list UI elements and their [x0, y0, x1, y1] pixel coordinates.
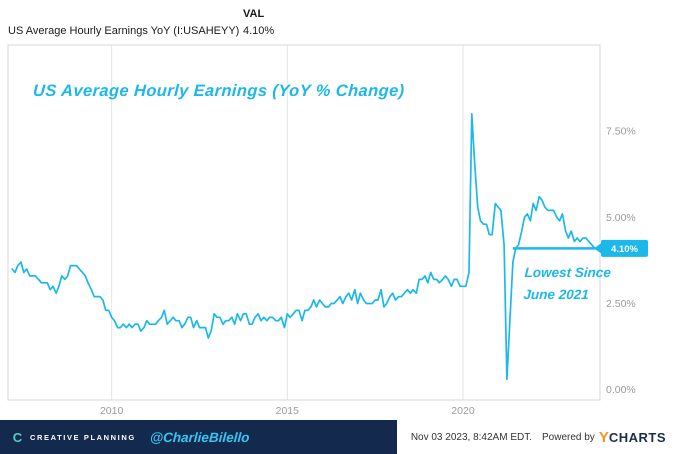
series-label: US Average Hourly Earnings YoY (I:USAHEY… — [8, 25, 240, 37]
lowest-since-annotation: Lowest Since June 2021 — [523, 262, 635, 306]
val-current-value: 4.10% — [243, 25, 275, 37]
value-badge — [601, 239, 648, 257]
footer-brand-bar: C CREATIVE PLANNING @CharlieBilello — [0, 420, 397, 454]
footer-attribution: Nov 03 2023, 8:42AM EDT. Powered by Y CH… — [397, 420, 680, 454]
creative-planning-logo-icon: C — [12, 429, 23, 445]
badge-pointer — [594, 243, 601, 254]
annotation-line-2: June 2021 — [523, 287, 590, 302]
value-badge-label: 4.10% — [611, 244, 638, 255]
twitter-handle[interactable]: @CharlieBilello — [149, 429, 250, 445]
plot-border — [7, 44, 601, 401]
creative-planning-wordmark: CREATIVE PLANNING — [30, 432, 136, 442]
y-tick-5.00%: 5.00% — [606, 212, 636, 224]
chart-timestamp: Nov 03 2023, 8:42AM EDT. — [410, 431, 532, 443]
val-column-header: VAL — [243, 8, 265, 20]
powered-by-label: Powered by — [542, 431, 595, 443]
x-tick-2010: 2010 — [100, 405, 124, 417]
y-tick-2.50%: 2.50% — [606, 298, 636, 310]
y-tick-0.00%: 0.00% — [606, 384, 636, 396]
y-tick-7.50%: 7.50% — [606, 126, 636, 138]
ycharts-logo-y: Y — [598, 428, 609, 446]
series-line — [11, 113, 596, 381]
chart-title-annotation: US Average Hourly Earnings (YoY % Change… — [32, 82, 406, 100]
x-tick-2020: 2020 — [451, 405, 475, 417]
ycharts-logo[interactable]: Y CHARTS — [599, 429, 666, 446]
ycharts-logo-text: CHARTS — [608, 429, 666, 445]
footer: C CREATIVE PLANNING @CharlieBilello Nov … — [0, 420, 680, 454]
x-tick-2015: 2015 — [276, 405, 300, 417]
annotation-line-1: Lowest Since — [524, 265, 612, 280]
